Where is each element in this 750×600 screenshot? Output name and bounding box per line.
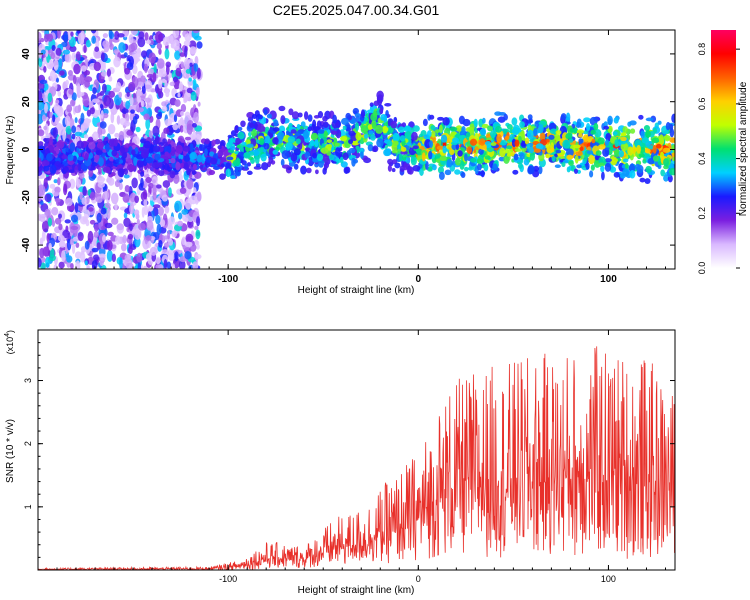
bottom-x-tick-label: 100: [601, 574, 616, 584]
colorbar-axis: 0.0 0.2 0.4 0.6 0.8: [697, 43, 740, 274]
colorbar-tick-label: 0.8: [697, 43, 707, 56]
colorbar-tick-label: 0.6: [697, 98, 707, 111]
bottom-x-tick-label: 0: [416, 574, 421, 584]
top-x-axis-label: Height of straight line (km): [298, 285, 415, 296]
bottom-y-tick-label: 1: [23, 504, 33, 509]
snr-frame: [37, 329, 676, 571]
snr-line: [38, 346, 675, 570]
colorbar-label: Normalized spectral amplitude: [738, 81, 749, 216]
y-multiplier: (x104): [4, 330, 15, 354]
top-y-tick-label: -20: [21, 190, 32, 205]
bottom-y-tick-label: 2: [23, 441, 33, 446]
colorbar-tick-label: 0.2: [697, 207, 707, 220]
bottom-x-tick-label: -100: [219, 574, 237, 584]
top-y-axis-label: Frequency (Hz): [5, 116, 16, 185]
top-x-tick-label: 0: [416, 274, 422, 285]
top-axes: -100 0 100 -40 -20 0 20 40: [21, 30, 675, 285]
top-y-tick-label: 20: [21, 96, 32, 108]
top-x-tick-label: -100: [218, 274, 238, 285]
top-y-tick-label: -40: [21, 237, 32, 252]
snr-series: [38, 346, 675, 570]
bottom-y-axis-label: SNR (10 * v/v): [5, 419, 16, 483]
top-y-tick-label: 40: [21, 48, 32, 60]
colorbar: [711, 30, 736, 268]
heatmap-layer: [38, 30, 675, 269]
top-x-tick-label: 100: [600, 274, 617, 285]
bottom-x-axis-label: Height of straight line (km): [298, 585, 415, 596]
colorbar-tick-label: 0.4: [697, 152, 707, 165]
chart-title: C2E5.2025.047.00.34.G01: [273, 2, 440, 18]
bottom-axes: -100 0 100 1 2 3: [23, 330, 675, 584]
colorbar-tick-label: 0.0: [697, 262, 707, 275]
bottom-y-tick-label: 3: [23, 378, 33, 383]
top-y-tick-label: 0: [21, 146, 32, 152]
